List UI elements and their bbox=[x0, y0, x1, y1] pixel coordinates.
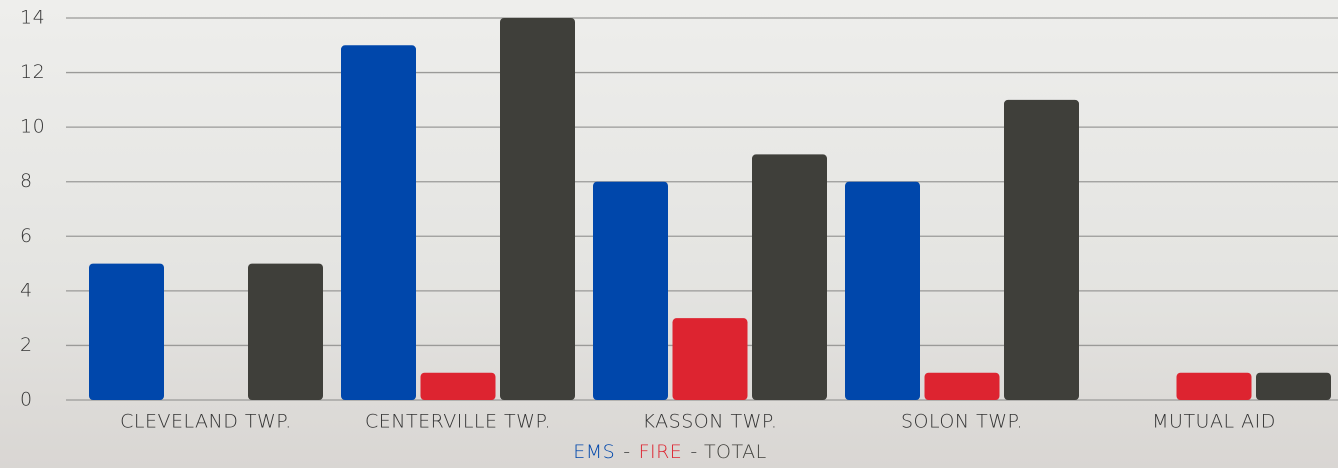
bar bbox=[593, 182, 668, 400]
bar bbox=[1256, 373, 1331, 400]
bar bbox=[752, 154, 827, 400]
chart: EMS-FIRE-TOTAL 02468101214CLEVELAND TWP.… bbox=[0, 0, 1338, 468]
x-tick-label: MUTUAL AID bbox=[1152, 411, 1276, 433]
bar bbox=[1004, 100, 1079, 400]
legend-separator: - bbox=[623, 441, 630, 463]
legend-entry: TOTAL bbox=[704, 441, 767, 463]
y-tick-label: 10 bbox=[20, 116, 45, 138]
legend-separator: - bbox=[690, 441, 696, 463]
legend-entry: FIRE bbox=[639, 441, 683, 463]
y-tick-label: 0 bbox=[20, 389, 33, 411]
legend-entry: EMS bbox=[573, 441, 615, 463]
x-tick-label: SOLON TWP. bbox=[901, 411, 1023, 433]
legend: EMS-FIRE-TOTAL bbox=[573, 441, 766, 463]
bar bbox=[673, 318, 748, 400]
x-tick-label: CENTERVILLE TWP. bbox=[365, 411, 551, 433]
y-tick-label: 8 bbox=[20, 170, 33, 192]
y-tick-label: 6 bbox=[20, 225, 33, 247]
bar bbox=[500, 18, 575, 400]
bar bbox=[248, 264, 323, 400]
bar bbox=[89, 264, 164, 400]
bar bbox=[1177, 373, 1252, 400]
y-tick-label: 2 bbox=[20, 334, 33, 356]
y-tick-label: 14 bbox=[20, 7, 45, 29]
bar bbox=[421, 373, 496, 400]
x-tick-label: KASSON TWP. bbox=[643, 411, 778, 433]
bar bbox=[925, 373, 1000, 400]
x-tick-label: CLEVELAND TWP. bbox=[120, 411, 292, 433]
bar bbox=[341, 45, 416, 400]
y-tick-label: 4 bbox=[20, 279, 33, 301]
y-tick-label: 12 bbox=[20, 61, 45, 83]
bar bbox=[845, 182, 920, 400]
